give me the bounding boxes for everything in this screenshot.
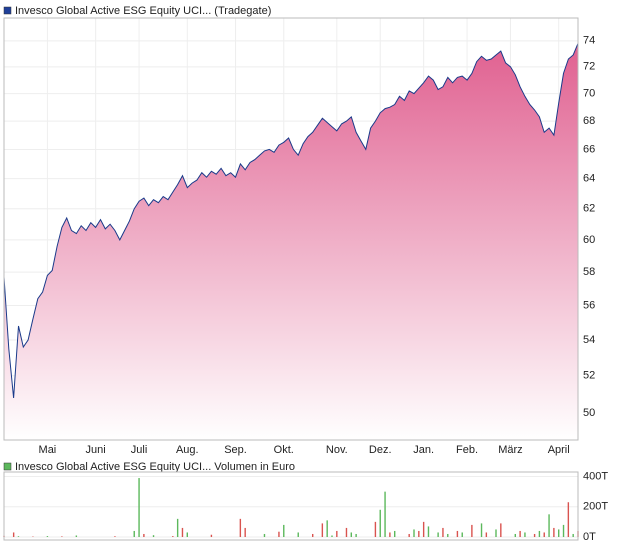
volume-bar xyxy=(544,532,545,537)
volume-bar xyxy=(558,529,559,537)
volume-bar xyxy=(138,478,139,537)
volume-bar xyxy=(278,532,279,537)
volume-bar xyxy=(481,523,482,537)
volume-bar xyxy=(394,531,395,537)
volume-bar xyxy=(13,532,14,537)
y-tick-label: 62 xyxy=(583,203,595,215)
volume-bar xyxy=(355,534,356,537)
volume-bar xyxy=(211,535,212,537)
volume-bar xyxy=(326,520,327,537)
volume-bar xyxy=(187,532,188,537)
y-tick-label: 200T xyxy=(583,501,608,513)
legend-swatch xyxy=(4,7,11,14)
x-tick-label: Mai xyxy=(39,444,57,456)
volume-bar xyxy=(418,531,419,537)
volume-bar xyxy=(351,532,352,537)
volume-bar xyxy=(447,534,448,537)
volume-bar xyxy=(143,534,144,537)
volume-bar xyxy=(182,528,183,537)
y-tick-label: 56 xyxy=(583,299,595,311)
volume-bar xyxy=(408,534,409,537)
volume-bar xyxy=(563,525,564,537)
y-tick-label: 64 xyxy=(583,173,595,185)
volume-bar xyxy=(331,535,332,537)
chart-title: Invesco Global Active ESG Equity UCI... … xyxy=(15,5,271,17)
volume-bar xyxy=(18,536,19,537)
volume-bar xyxy=(423,522,424,537)
volume-bar xyxy=(524,532,525,537)
volume-bar xyxy=(298,532,299,537)
volume-bar xyxy=(515,534,516,537)
volume-bar xyxy=(500,523,501,537)
volume-bar xyxy=(114,536,115,537)
chart-title: Invesco Global Active ESG Equity UCI... … xyxy=(15,461,295,473)
x-tick-label: Feb. xyxy=(456,444,478,456)
volume-bar xyxy=(380,510,381,537)
volume-bar xyxy=(177,519,178,537)
volume-bar xyxy=(442,528,443,537)
volume-bar xyxy=(47,536,48,537)
y-tick-label: 52 xyxy=(583,370,595,382)
volume-bar xyxy=(519,531,520,537)
volume-bar xyxy=(346,528,347,537)
volume-bar xyxy=(240,519,241,537)
volume-bar xyxy=(548,514,549,537)
volume-bar xyxy=(134,531,135,537)
y-tick-label: 400T xyxy=(583,470,608,482)
x-tick-label: Sep. xyxy=(224,444,247,456)
y-tick-label: 60 xyxy=(583,234,595,246)
volume-bar xyxy=(322,523,323,537)
volume-bar xyxy=(384,492,385,537)
x-tick-label: Juli xyxy=(131,444,148,456)
x-tick-label: Okt. xyxy=(274,444,294,456)
volume-bar xyxy=(61,536,62,537)
volume-bar xyxy=(76,535,77,537)
y-tick-label: 54 xyxy=(583,334,595,346)
volume-bar xyxy=(471,525,472,537)
volume-bar xyxy=(172,536,173,537)
volume-bar xyxy=(389,532,390,537)
y-tick-label: 68 xyxy=(583,115,595,127)
volume-bar xyxy=(336,531,337,537)
area xyxy=(4,43,578,440)
x-tick-label: März xyxy=(498,444,522,456)
volume-bar xyxy=(153,535,154,537)
volume-bar xyxy=(462,532,463,537)
x-tick-label: April xyxy=(548,444,570,456)
volume-bar xyxy=(495,529,496,537)
volume-bar xyxy=(283,525,284,537)
volume-bar xyxy=(312,534,313,537)
y-tick-label: 0T xyxy=(583,531,596,543)
volume-bar xyxy=(457,531,458,537)
legend-swatch xyxy=(4,463,11,470)
volume-bar xyxy=(568,502,569,537)
y-tick-label: 74 xyxy=(583,35,595,47)
volume-bar xyxy=(413,529,414,537)
volume-bar xyxy=(486,532,487,537)
volume-bar xyxy=(553,528,554,537)
y-tick-label: 70 xyxy=(583,87,595,99)
x-tick-label: Aug. xyxy=(176,444,199,456)
volume-bar xyxy=(534,534,535,537)
volume-bar xyxy=(428,526,429,537)
volume-bar xyxy=(244,528,245,537)
y-tick-label: 72 xyxy=(583,61,595,73)
x-tick-label: Dez. xyxy=(369,444,392,456)
y-tick-label: 66 xyxy=(583,143,595,155)
y-tick-label: 58 xyxy=(583,266,595,278)
volume-bar xyxy=(264,534,265,537)
volume-bar xyxy=(375,522,376,537)
x-tick-label: Jan. xyxy=(413,444,434,456)
plot-frame xyxy=(4,472,578,540)
x-tick-label: Nov. xyxy=(326,444,348,456)
volume-bar xyxy=(572,534,573,537)
y-tick-label: 50 xyxy=(583,407,595,419)
volume-bar xyxy=(539,531,540,537)
volume-bar xyxy=(437,532,438,537)
x-tick-label: Juni xyxy=(86,444,106,456)
